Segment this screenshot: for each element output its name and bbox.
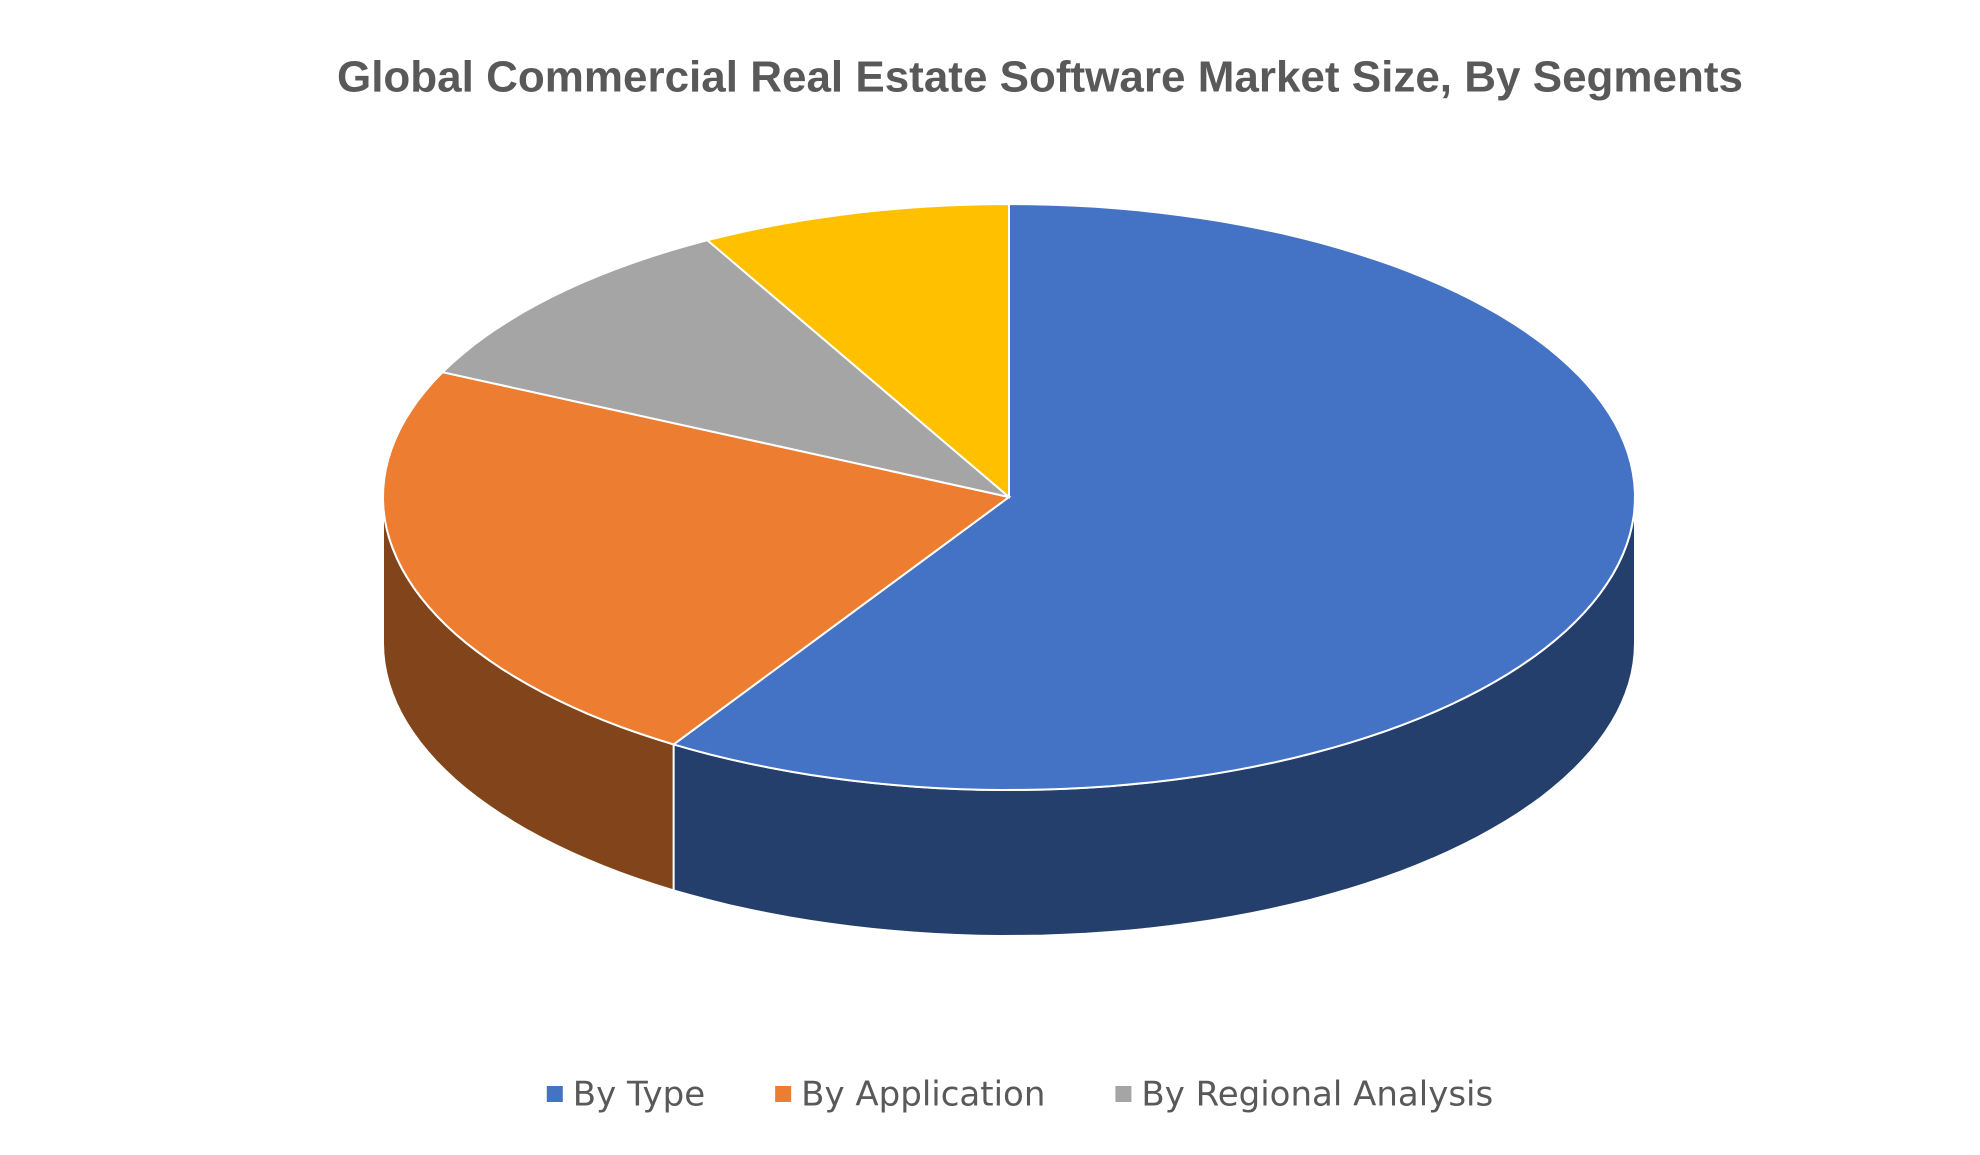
pie-tops	[381, 202, 1637, 792]
slice	[440, 239, 1010, 498]
legend-swatch	[1115, 1086, 1132, 1102]
legend-label: By Type	[573, 1075, 705, 1115]
slice	[381, 371, 1012, 746]
slice	[671, 202, 1637, 792]
legend-label: By Application	[801, 1075, 1045, 1115]
legend-label: By Regional Analysis	[1141, 1075, 1493, 1115]
legend-swatch	[546, 1086, 563, 1102]
legend-swatch	[775, 1086, 792, 1102]
slice	[705, 202, 1010, 500]
chart-title: Global Commercial Real Estate Software M…	[337, 53, 1743, 102]
legend: By Type By Application By Regional Analysi…	[546, 1075, 1493, 1115]
